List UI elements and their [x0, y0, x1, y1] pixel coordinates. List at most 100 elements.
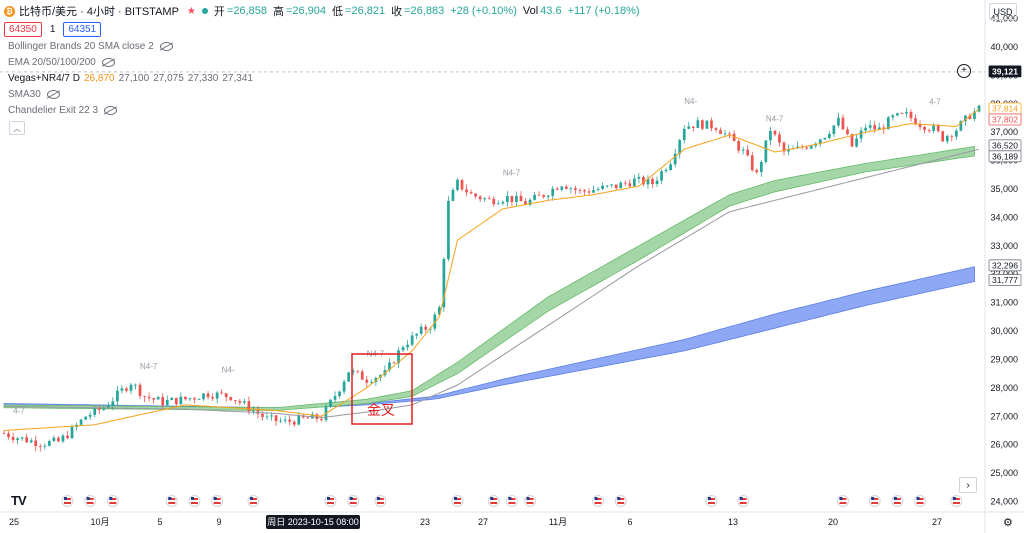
us-flag-stripe	[839, 502, 847, 504]
candle-body	[97, 407, 101, 410]
candle-body	[197, 399, 201, 400]
tradingview-logo-icon[interactable]: TV	[11, 493, 27, 508]
candle-body	[678, 140, 682, 154]
candle-body	[696, 120, 700, 128]
symbol-header: ₿ 比特币/美元 · 4小时 · BITSTAMP ★ 开 =26,858 高 =2…	[4, 3, 646, 19]
us-flag-canton	[490, 497, 494, 500]
eye-off-icon[interactable]	[46, 90, 60, 99]
x-tick-label: 25	[9, 517, 19, 527]
y-tick-label: 35,000	[990, 184, 1018, 194]
us-flag-stripe	[453, 502, 461, 504]
collapse-indicators-button[interactable]: ︿	[9, 121, 25, 135]
candle-body	[574, 188, 577, 191]
candle-body	[501, 201, 505, 204]
indicator-chandelier[interactable]: Chandelier Exit 22 3	[8, 105, 118, 116]
candle-body	[651, 178, 654, 185]
price-label-box	[988, 65, 1022, 78]
us-flag-stripe	[63, 502, 71, 504]
us-flag-stripe	[327, 498, 335, 500]
candle-body	[868, 125, 872, 128]
vol-change-value: +117 (+0.18%)	[567, 5, 640, 17]
candle-body	[714, 128, 718, 130]
candle-body	[950, 135, 954, 137]
star-icon[interactable]: ★	[186, 5, 196, 17]
us-flag-icon	[505, 495, 518, 507]
candle-body	[764, 140, 768, 162]
candle-body	[909, 111, 913, 119]
us-flag-stripe	[871, 502, 879, 504]
us-flag-icon	[524, 495, 537, 507]
candle-body	[419, 326, 423, 334]
indicator-value: 27,330	[187, 73, 219, 84]
candle-body	[70, 426, 74, 439]
us-flag-icon	[487, 495, 500, 507]
eye-off-icon[interactable]	[104, 106, 118, 115]
market-open-icon	[201, 8, 208, 14]
nr-label: N4-7	[503, 168, 521, 177]
candle-body	[578, 190, 582, 191]
add-alert-icon[interactable]: +	[957, 64, 971, 78]
candle-body	[601, 185, 604, 190]
candle-body	[29, 440, 33, 443]
candle-body	[827, 133, 831, 138]
us-flag-canton	[594, 497, 598, 500]
candle-body	[306, 417, 310, 419]
candles	[2, 104, 981, 452]
candle-body	[977, 105, 981, 112]
indicator-value: 27,100	[118, 73, 150, 84]
us-flag-stripe	[190, 498, 198, 500]
candle-body	[66, 435, 69, 439]
candle-body	[905, 111, 908, 114]
indicator-ema[interactable]: EMA 20/50/100/200	[8, 57, 115, 68]
eye-off-icon[interactable]	[101, 58, 115, 67]
us-flag-icon	[614, 495, 627, 507]
us-flag-icon	[106, 495, 119, 507]
candle-body	[47, 440, 51, 446]
currency-button[interactable]: USD	[989, 3, 1017, 20]
us-flag-icon	[451, 495, 464, 507]
candle-body	[469, 192, 473, 194]
us-flag-stripe	[249, 498, 257, 500]
y-tick-label: 25,000	[990, 468, 1018, 478]
candle-body	[551, 188, 555, 196]
us-flag-icon	[165, 495, 178, 507]
us-flag-stripe	[839, 498, 847, 500]
candle-body	[360, 371, 364, 380]
candle-body	[211, 397, 214, 399]
crosshair-time-label: 周日 2023-10-15 08:00	[267, 517, 359, 527]
y-tick-label: 33,000	[990, 241, 1018, 251]
eye-off-icon[interactable]	[159, 42, 173, 51]
candle-body	[682, 128, 686, 141]
candle-body	[741, 149, 745, 151]
us-flag-canton	[952, 497, 956, 500]
candle-body	[628, 183, 632, 187]
indicator-sma30[interactable]: SMA30	[8, 89, 60, 100]
x-tick-label: 23	[420, 517, 430, 527]
candle-body	[823, 137, 827, 140]
candle-body	[116, 390, 119, 402]
candle-body	[106, 405, 110, 409]
settings-icon[interactable]: ⚙	[1003, 517, 1013, 529]
scroll-to-latest-icon[interactable]: ›	[959, 477, 977, 493]
candle-body	[968, 115, 972, 120]
candle-body	[329, 399, 332, 407]
buy-price-button[interactable]: 64351	[63, 22, 102, 37]
candle-body	[583, 190, 586, 192]
candle-body	[927, 130, 931, 131]
candle-body	[818, 139, 822, 144]
indicator-bollinger[interactable]: Bollinger Brands 20 SMA close 2	[8, 41, 173, 52]
candle-body	[945, 135, 949, 142]
symbol-title[interactable]: 比特币/美元 · 4小时 · BITSTAMP	[19, 6, 179, 18]
candle-body	[233, 400, 237, 401]
indicator-vegas[interactable]: Vegas+NR4/7 D 26,870 27,100 27,075 27,33…	[8, 73, 253, 84]
candle-body	[669, 164, 672, 170]
candle-body	[832, 125, 836, 134]
candle-body	[483, 198, 487, 200]
sell-price-button[interactable]: 64350	[4, 22, 42, 37]
us-flag-stripe	[109, 498, 117, 500]
candle-body	[646, 178, 650, 185]
us-flag-icon	[61, 495, 74, 507]
annotation-text: 金叉	[367, 403, 395, 419]
